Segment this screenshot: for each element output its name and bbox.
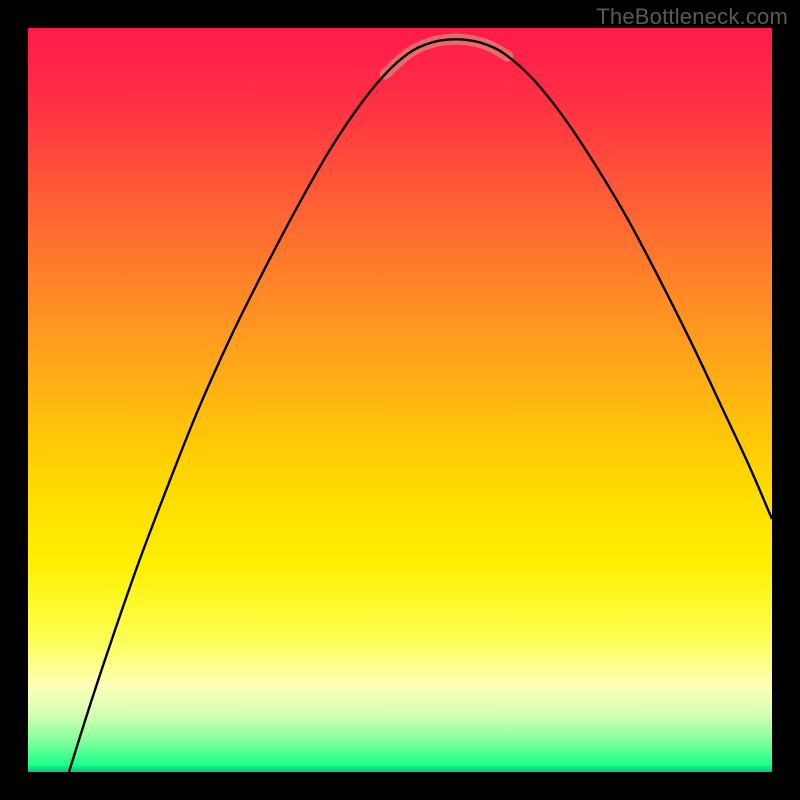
watermark-text: TheBottleneck.com — [596, 4, 788, 30]
bottleneck-chart — [28, 28, 772, 772]
chart-background — [28, 28, 772, 772]
chart-svg — [28, 28, 772, 772]
